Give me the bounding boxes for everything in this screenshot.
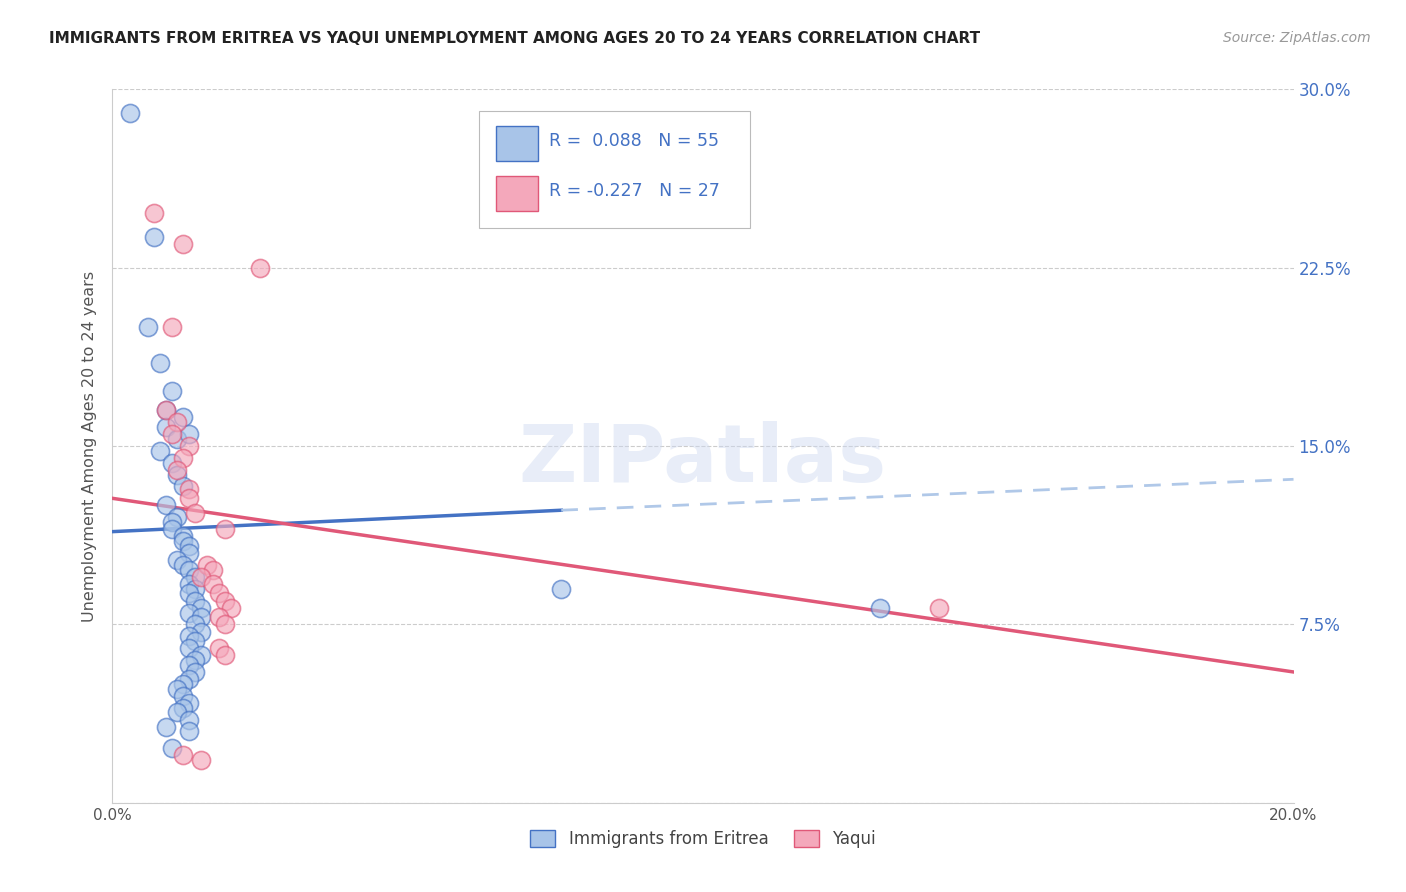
Point [928, 600, 950, 615]
Text: R = -0.227   N = 27: R = -0.227 N = 27 [550, 182, 720, 200]
Text: ZIPatlas: ZIPatlas [519, 421, 887, 500]
Point [166, 706, 188, 720]
Point [190, 648, 212, 663]
Point [184, 665, 207, 679]
Point [179, 657, 201, 672]
Point [179, 539, 201, 553]
Point [166, 681, 188, 696]
Point [195, 558, 218, 572]
Point [184, 634, 207, 648]
Point [166, 463, 188, 477]
Point [142, 229, 165, 244]
Point [190, 570, 212, 584]
Point [179, 482, 201, 496]
Point [160, 456, 183, 470]
Point [179, 546, 201, 560]
Point [179, 427, 201, 442]
Text: Source: ZipAtlas.com: Source: ZipAtlas.com [1223, 31, 1371, 45]
Point [179, 439, 201, 453]
Point [208, 586, 231, 600]
Point [160, 741, 183, 756]
Point [179, 641, 201, 656]
Point [149, 443, 172, 458]
Point [179, 586, 201, 600]
Point [136, 320, 159, 334]
Point [208, 641, 231, 656]
Point [190, 624, 212, 639]
Point [149, 356, 172, 370]
Point [249, 260, 271, 275]
Point [160, 427, 183, 442]
Point [172, 689, 194, 703]
Text: R =  0.088   N = 55: R = 0.088 N = 55 [550, 132, 720, 150]
Point [172, 450, 194, 465]
Point [550, 582, 572, 596]
Text: IMMIGRANTS FROM ERITREA VS YAQUI UNEMPLOYMENT AMONG AGES 20 TO 24 YEARS CORRELAT: IMMIGRANTS FROM ERITREA VS YAQUI UNEMPLO… [49, 31, 980, 46]
Point [219, 600, 242, 615]
Point [179, 606, 201, 620]
Point [155, 420, 177, 434]
Point [869, 600, 891, 615]
Point [160, 384, 183, 399]
Point [155, 403, 177, 417]
Point [179, 563, 201, 577]
Point [179, 696, 201, 710]
Point [166, 467, 188, 482]
Point [166, 510, 188, 524]
Y-axis label: Unemployment Among Ages 20 to 24 years: Unemployment Among Ages 20 to 24 years [82, 270, 97, 622]
Point [155, 720, 177, 734]
Point [179, 713, 201, 727]
Point [172, 558, 194, 572]
Point [179, 724, 201, 739]
Point [179, 491, 201, 506]
Point [172, 529, 194, 543]
Point [214, 617, 236, 632]
FancyBboxPatch shape [496, 177, 537, 211]
Point [179, 577, 201, 591]
Point [172, 700, 194, 714]
Point [166, 415, 188, 429]
FancyBboxPatch shape [496, 127, 537, 161]
Point [172, 748, 194, 763]
Point [166, 553, 188, 567]
Point [120, 106, 142, 120]
Point [179, 629, 201, 643]
FancyBboxPatch shape [478, 111, 751, 228]
Point [160, 320, 183, 334]
Point [184, 617, 207, 632]
Point [214, 648, 236, 663]
Point [160, 522, 183, 536]
Legend: Immigrants from Eritrea, Yaqui: Immigrants from Eritrea, Yaqui [524, 823, 882, 855]
Point [190, 610, 212, 624]
Point [166, 432, 188, 446]
Point [184, 506, 207, 520]
Point [172, 677, 194, 691]
Point [214, 593, 236, 607]
Point [190, 753, 212, 767]
Point [184, 582, 207, 596]
Point [190, 600, 212, 615]
Point [179, 672, 201, 686]
Point [155, 403, 177, 417]
Point [155, 499, 177, 513]
Point [214, 522, 236, 536]
Point [142, 206, 165, 220]
Point [184, 593, 207, 607]
Point [172, 410, 194, 425]
Point [201, 563, 224, 577]
Point [184, 653, 207, 667]
Point [160, 515, 183, 529]
Point [201, 577, 224, 591]
Point [208, 610, 231, 624]
Point [172, 479, 194, 493]
Point [172, 236, 194, 251]
Point [172, 534, 194, 549]
Point [184, 570, 207, 584]
